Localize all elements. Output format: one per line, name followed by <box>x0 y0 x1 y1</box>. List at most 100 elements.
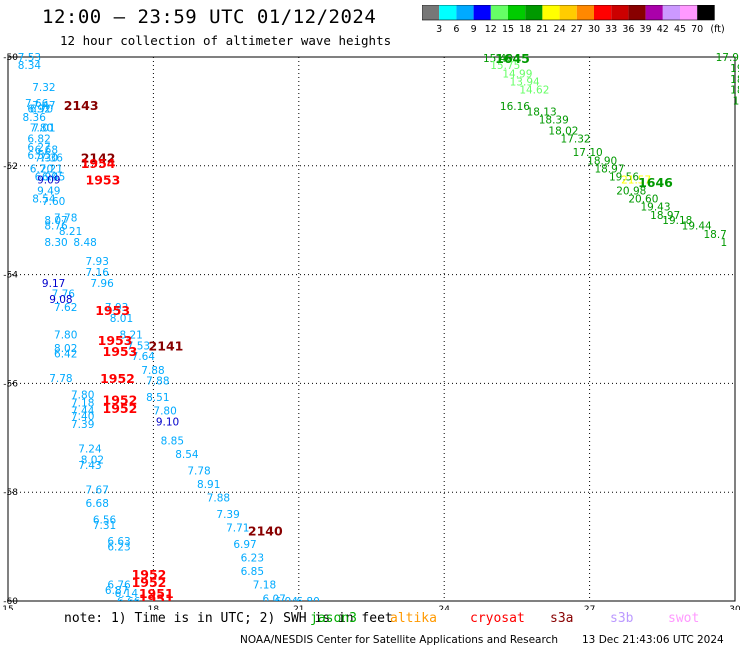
wave-height-point: 6.42 <box>54 348 77 360</box>
wave-height-point: 6.20 <box>30 164 53 176</box>
wave-height-point: 6.87 <box>105 585 128 597</box>
mission-s3b: s3b <box>610 611 634 626</box>
wave-height-point: 18. <box>730 85 740 97</box>
wave-height-point: 7.76 <box>52 289 76 301</box>
wave-height-point: 8.51 <box>146 392 169 404</box>
time-label: 1951 <box>139 591 174 606</box>
color-scale-label: 36 <box>622 24 634 35</box>
mission-altika: altika <box>390 611 437 626</box>
wave-height-point: 7.78 <box>54 212 77 224</box>
wave-height-point: 18.02 <box>548 125 578 137</box>
wave-height-point: 8.02 <box>81 455 104 467</box>
wave-height-point: 6.82 <box>27 134 50 146</box>
wave-height-point: 8.21 <box>119 329 142 341</box>
page-title: 12:00 – 23:59 UTC 01/12/2024 <box>42 6 377 28</box>
wave-height-point: 18.13 <box>527 106 557 118</box>
color-swatch <box>508 5 526 20</box>
time-label: 2140 <box>248 523 283 538</box>
wave-height-point: 20.60 <box>628 193 658 205</box>
wave-height-point: 18 <box>733 96 740 108</box>
color-swatch <box>559 5 577 20</box>
color-scale-label: 70 <box>691 24 703 35</box>
wave-height-point: 6.85 <box>241 566 264 578</box>
time-label: 1953 <box>98 333 133 348</box>
wave-height-point: 9.10 <box>156 416 179 428</box>
wave-height-point: 19.18 <box>662 215 692 227</box>
time-label: 1953 <box>86 172 121 187</box>
wave-height-point: 6.65 <box>117 599 140 610</box>
wave-height-point: 7.60 <box>42 196 65 208</box>
color-swatch <box>456 5 474 20</box>
wave-height-point: 7.53 <box>18 52 41 64</box>
color-scale-label: 6 <box>453 24 459 35</box>
wave-height-point: 6.23 <box>107 542 130 554</box>
wave-height-point: 8.54 <box>175 449 199 461</box>
wave-height-point: 7.40 <box>71 411 94 423</box>
x-tick-label: 24 <box>438 605 450 610</box>
wave-height-point: 21.57 <box>621 174 651 186</box>
time-label: 1952 <box>132 567 167 582</box>
wave-height-point: 6.63 <box>107 536 130 548</box>
mission-swot: swot <box>668 611 700 626</box>
wave-height-point: 1 <box>720 237 727 249</box>
color-scale-label: 30 <box>588 24 600 35</box>
wave-height-point: 19.44 <box>682 221 712 233</box>
plot-frame <box>7 56 736 602</box>
grid-lines <box>8 57 735 601</box>
wave-height-point: 19.43 <box>640 202 670 214</box>
wave-height-point: 6.66 <box>117 596 141 608</box>
wave-height-point: 17.10 <box>573 147 603 159</box>
wave-height-point: 7.01 <box>32 123 55 135</box>
wave-height-point: 15.75 <box>490 60 520 72</box>
wave-height-point: 14.62 <box>519 85 549 97</box>
wave-height-point: 15.40 <box>483 53 513 65</box>
page-subtitle: 12 hour collection of altimeter wave hei… <box>60 33 392 48</box>
wave-height-point: 7.88 <box>146 376 169 388</box>
time-label: 1952 <box>103 401 138 416</box>
color-scale-unit: (ft) <box>710 24 724 35</box>
wave-height-point: 8.91 <box>197 479 220 491</box>
wave-height-point: 7.44 <box>71 406 95 418</box>
y-tick-label: -56 <box>3 379 18 389</box>
x-tick-label: 18 <box>148 605 160 610</box>
wave-height-point: 9.09 <box>37 174 60 186</box>
wave-height-point: 20.98 <box>616 185 646 197</box>
wave-height-point: 9.49 <box>37 185 60 197</box>
wave-height-point: 18.90 <box>587 155 617 167</box>
wave-height-point: 7.71 <box>226 523 249 535</box>
wave-height-point: 6.94 <box>275 596 299 608</box>
wave-height-point: 18.97 <box>594 164 624 176</box>
wave-height-point: 7.80 <box>54 329 77 341</box>
wave-height-point: 8.02 <box>54 343 77 355</box>
y-tick-label: -54 <box>3 271 18 281</box>
wave-height-point: 6.68 <box>86 498 109 510</box>
wave-height-point: 8.36 <box>23 112 47 124</box>
wave-height-point: 7.93 <box>105 302 128 314</box>
wave-height-point: 7.43 <box>78 460 101 472</box>
color-swatch <box>422 5 440 20</box>
time-label: 1953 <box>95 303 130 318</box>
color-swatch <box>645 5 663 20</box>
credit-text: NOAA/NESDIS Center for Satellite Applica… <box>240 634 558 646</box>
color-swatch <box>628 5 646 20</box>
color-swatch <box>697 5 715 20</box>
wave-height-point: 8.76 <box>44 221 68 233</box>
time-label: 1951 <box>139 586 174 601</box>
color-swatch <box>662 5 680 20</box>
wave-height-point: 7.47 <box>32 100 55 112</box>
wave-height-point: 18.97 <box>650 210 680 222</box>
wave-height-point: 6.92 <box>27 104 50 116</box>
y-tick-label: -58 <box>3 488 18 498</box>
wave-height-point: 7.39 <box>216 509 239 521</box>
x-tick-label: 30 <box>729 605 740 610</box>
color-scale-label: 15 <box>502 24 514 35</box>
wave-height-point: 7.18 <box>253 580 276 592</box>
wave-height-point: 7.24 <box>78 444 102 456</box>
wave-height-point: 7.80 <box>30 123 53 135</box>
wave-height-point: 9.17 <box>42 278 65 290</box>
time-label: 1952 <box>100 371 135 386</box>
color-scale-label: 27 <box>571 24 583 35</box>
color-scale-label: 9 <box>471 24 477 35</box>
color-scale-label: 12 <box>485 24 497 35</box>
time-label: 2142 <box>81 151 116 166</box>
